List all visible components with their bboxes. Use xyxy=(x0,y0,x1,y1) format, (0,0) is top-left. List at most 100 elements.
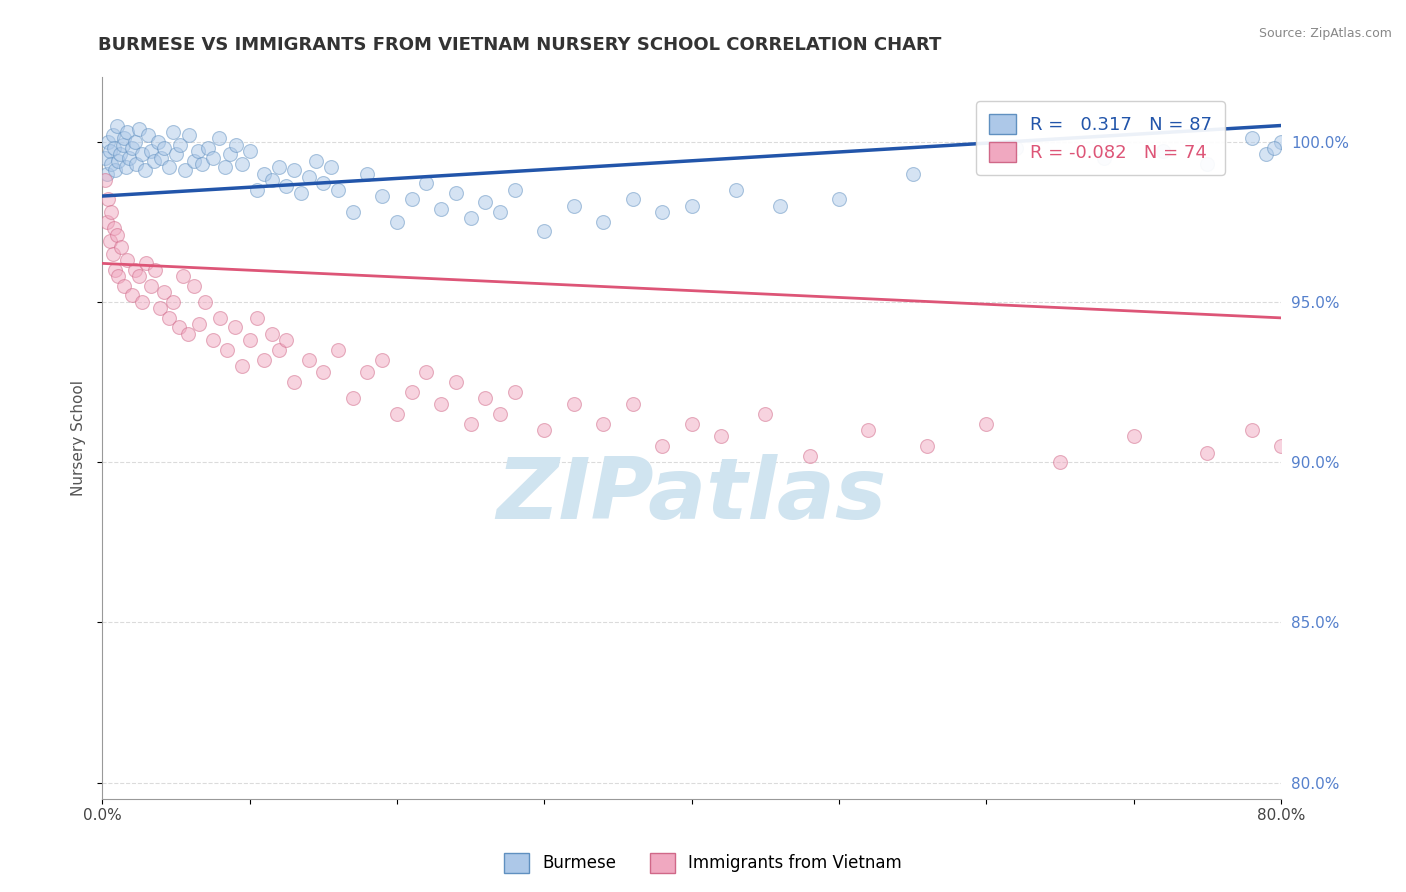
Point xyxy=(100,205,122,219)
Point xyxy=(799,449,821,463)
Point xyxy=(976,417,998,431)
Point xyxy=(297,169,319,184)
Point xyxy=(150,151,173,165)
Point xyxy=(503,183,526,197)
Point xyxy=(326,183,349,197)
Point xyxy=(197,141,219,155)
Point xyxy=(104,262,127,277)
Point xyxy=(246,183,269,197)
Point xyxy=(1270,439,1292,453)
Point xyxy=(562,397,585,411)
Point xyxy=(217,343,239,357)
Point xyxy=(97,135,120,149)
Point xyxy=(124,262,146,277)
Point xyxy=(444,186,467,200)
Text: Source: ZipAtlas.com: Source: ZipAtlas.com xyxy=(1258,27,1392,40)
Point xyxy=(651,205,673,219)
Point xyxy=(1240,423,1263,437)
Point xyxy=(858,423,880,437)
Point xyxy=(103,141,125,155)
Point xyxy=(134,163,156,178)
Point xyxy=(1263,141,1285,155)
Point xyxy=(503,384,526,399)
Point xyxy=(162,125,184,139)
Point xyxy=(162,294,184,309)
Point xyxy=(101,246,124,260)
Point xyxy=(125,157,148,171)
Point xyxy=(112,131,135,145)
Point xyxy=(592,417,614,431)
Point xyxy=(179,128,201,143)
Point xyxy=(96,167,118,181)
Point xyxy=(260,326,283,341)
Point xyxy=(1240,131,1263,145)
Point xyxy=(319,160,342,174)
Point xyxy=(460,417,482,431)
Point xyxy=(710,429,733,443)
Legend: Burmese, Immigrants from Vietnam: Burmese, Immigrants from Vietnam xyxy=(498,847,908,880)
Point xyxy=(128,269,150,284)
Point xyxy=(1122,429,1144,443)
Point xyxy=(105,227,128,242)
Point xyxy=(1256,147,1278,161)
Point xyxy=(253,167,276,181)
Point xyxy=(267,160,290,174)
Point xyxy=(283,375,305,389)
Point xyxy=(1092,151,1115,165)
Point xyxy=(225,137,247,152)
Point xyxy=(592,215,614,229)
Point xyxy=(214,160,236,174)
Point xyxy=(165,147,187,161)
Legend: R =   0.317   N = 87, R = -0.082   N = 74: R = 0.317 N = 87, R = -0.082 N = 74 xyxy=(976,101,1225,175)
Point xyxy=(901,167,924,181)
Point xyxy=(121,288,143,302)
Point xyxy=(157,160,180,174)
Point xyxy=(276,334,298,348)
Point xyxy=(114,160,136,174)
Point xyxy=(143,262,166,277)
Point xyxy=(139,144,162,158)
Text: ZIPatlas: ZIPatlas xyxy=(496,454,887,537)
Point xyxy=(430,397,453,411)
Point xyxy=(430,202,453,216)
Point xyxy=(117,253,139,268)
Point xyxy=(103,221,125,235)
Point xyxy=(1270,135,1292,149)
Point xyxy=(267,343,290,357)
Point xyxy=(1049,455,1071,469)
Point xyxy=(651,439,673,453)
Point xyxy=(112,278,135,293)
Point xyxy=(98,144,121,158)
Point xyxy=(117,125,139,139)
Point xyxy=(371,189,394,203)
Point xyxy=(754,407,776,421)
Point xyxy=(142,153,165,168)
Point xyxy=(188,318,211,332)
Point xyxy=(621,192,644,206)
Point xyxy=(276,179,298,194)
Point xyxy=(415,176,437,190)
Point xyxy=(219,147,242,161)
Point xyxy=(139,278,162,293)
Point xyxy=(489,407,512,421)
Point xyxy=(231,359,253,373)
Point xyxy=(110,240,132,254)
Point xyxy=(104,163,127,178)
Point xyxy=(621,397,644,411)
Point xyxy=(356,365,378,379)
Point xyxy=(297,352,319,367)
Point xyxy=(312,176,335,190)
Point xyxy=(98,234,121,248)
Point xyxy=(121,141,143,155)
Point xyxy=(201,334,224,348)
Point xyxy=(562,199,585,213)
Point xyxy=(169,137,191,152)
Point xyxy=(173,163,195,178)
Point xyxy=(385,407,408,421)
Point xyxy=(194,294,217,309)
Point xyxy=(100,157,122,171)
Point xyxy=(260,173,283,187)
Point xyxy=(474,195,496,210)
Point xyxy=(167,320,190,334)
Point xyxy=(385,215,408,229)
